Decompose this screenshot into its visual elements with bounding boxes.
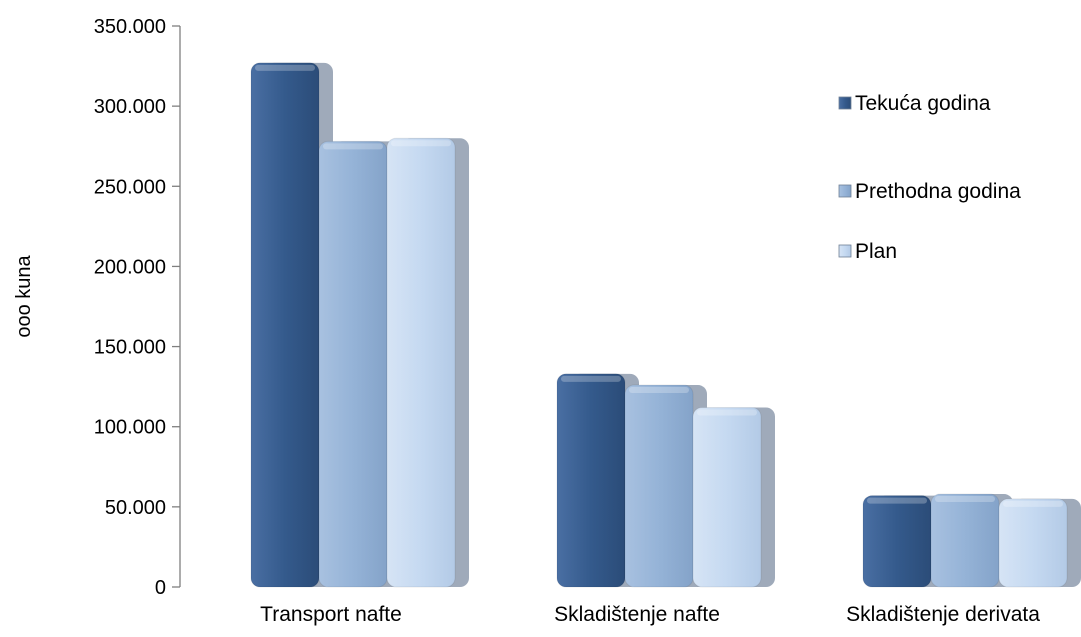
legend-label: Prethodna godina — [855, 180, 1021, 203]
legend-swatch — [838, 184, 852, 198]
legend-item: Prethodna godina — [838, 180, 1021, 203]
y-tick-label: 50.000 — [105, 497, 166, 519]
bar-highlight — [323, 143, 383, 150]
bar-highlight — [629, 387, 689, 394]
category-label: Skladištenje derivata — [846, 603, 1040, 626]
bar-face — [930, 493, 1000, 588]
bar — [318, 140, 401, 588]
category-label: Skladištenje nafte — [554, 603, 720, 626]
legend-label: Tekuća godina — [855, 92, 991, 115]
bar-highlight — [935, 496, 995, 503]
bar — [998, 498, 1081, 588]
y-tick-label: 0 — [155, 577, 166, 599]
bar-face — [318, 140, 388, 588]
bar-face — [998, 498, 1068, 588]
legend: Tekuća godina Prethodna godina Plan — [838, 92, 1021, 263]
bars-layer — [250, 62, 1081, 588]
y-tick-label: 150.000 — [94, 337, 166, 359]
y-tick-label: 100.000 — [94, 417, 166, 439]
bar-highlight — [255, 64, 315, 71]
legend-label: Plan — [855, 240, 897, 263]
bar-highlight — [391, 140, 451, 147]
y-tick-label: 250.000 — [94, 176, 166, 198]
category-labels: Transport nafte Skladištenje nafte Skladiš… — [260, 603, 1040, 626]
bar — [692, 406, 775, 588]
legend-swatch — [838, 244, 852, 258]
y-tick-label: 350.000 — [94, 16, 166, 38]
bar-face — [250, 62, 320, 588]
bar-highlight — [697, 409, 757, 416]
bar — [250, 62, 333, 588]
bar-highlight — [561, 375, 621, 382]
bar-face — [386, 137, 456, 588]
legend-item: Plan — [838, 240, 897, 263]
bar — [862, 495, 945, 588]
bar-face — [692, 406, 762, 588]
y-tick-label: 200.000 — [94, 256, 166, 278]
bar-face — [624, 384, 694, 588]
legend-swatch — [838, 96, 852, 110]
bar-highlight — [1003, 500, 1063, 507]
legend-item: Tekuća godina — [838, 92, 991, 115]
y-tick-label: 300.000 — [94, 96, 166, 118]
bar-face — [862, 495, 932, 588]
bar — [386, 137, 469, 588]
bar — [624, 384, 707, 588]
y-axis-title: ooo kuna — [13, 254, 35, 337]
bar — [930, 493, 1013, 588]
bar-highlight — [867, 497, 927, 504]
bar — [556, 373, 639, 588]
axis-layer: 0 50.000 100.000 150.000 200.000 250.000 300.0… — [13, 16, 181, 599]
category-label: Transport nafte — [260, 603, 402, 626]
bar-face — [556, 373, 626, 588]
